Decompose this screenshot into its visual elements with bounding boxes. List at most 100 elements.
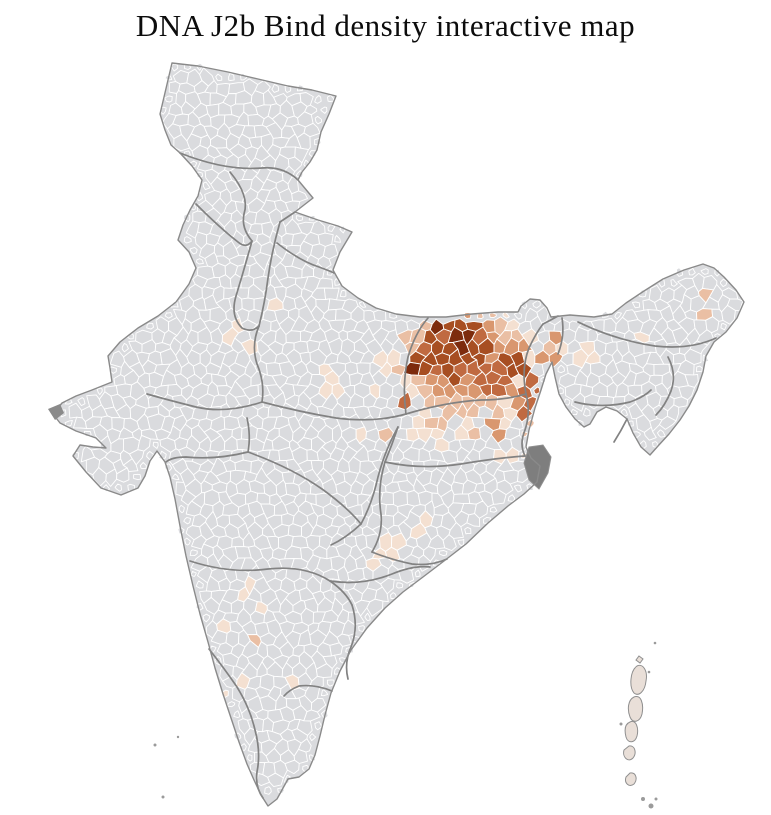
district-cell[interactable] xyxy=(189,246,198,255)
district-cell[interactable] xyxy=(202,613,211,623)
district-cell[interactable] xyxy=(700,268,709,275)
district-cell[interactable] xyxy=(412,414,426,430)
district-cell[interactable] xyxy=(287,523,303,538)
district-cell[interactable] xyxy=(507,494,515,502)
district-cell[interactable] xyxy=(139,461,147,470)
district-cell[interactable] xyxy=(323,287,340,301)
district-cell[interactable] xyxy=(158,450,167,460)
district-cell[interactable] xyxy=(121,342,129,353)
district-cell[interactable] xyxy=(396,582,404,589)
district-cell[interactable] xyxy=(489,506,498,513)
district-cell[interactable] xyxy=(202,181,211,191)
district-cell[interactable] xyxy=(183,236,192,244)
district-cell[interactable] xyxy=(215,73,223,82)
district-cell[interactable] xyxy=(397,568,415,584)
district-cell[interactable] xyxy=(557,364,565,374)
district-cell[interactable] xyxy=(189,549,198,557)
district-cell[interactable] xyxy=(152,441,159,449)
district-cell[interactable] xyxy=(631,301,641,309)
district-cell[interactable] xyxy=(620,408,628,417)
island-district[interactable] xyxy=(627,695,644,722)
district-cell[interactable] xyxy=(452,493,471,505)
district-cell[interactable] xyxy=(233,710,241,719)
district-cell[interactable] xyxy=(329,642,343,657)
district-cell[interactable] xyxy=(267,772,284,788)
district-cell[interactable] xyxy=(463,312,472,320)
district-cell[interactable] xyxy=(379,491,394,506)
district-cell[interactable] xyxy=(513,484,522,493)
district-cell[interactable] xyxy=(466,513,481,527)
district-cell[interactable] xyxy=(228,72,235,81)
district-cell[interactable] xyxy=(184,537,191,546)
district-cell[interactable] xyxy=(96,387,103,396)
island-district[interactable] xyxy=(630,664,647,695)
district-cell[interactable] xyxy=(720,323,727,331)
district-cell[interactable] xyxy=(146,322,154,330)
district-cell[interactable] xyxy=(358,625,365,632)
district-cell[interactable] xyxy=(114,483,123,492)
district-cell[interactable] xyxy=(77,397,86,407)
district-cell[interactable] xyxy=(247,754,253,762)
district-cell[interactable] xyxy=(652,441,658,448)
district-cell[interactable] xyxy=(364,612,371,622)
district-cell[interactable] xyxy=(656,429,666,438)
district-cell[interactable] xyxy=(688,267,696,276)
district-cell[interactable] xyxy=(109,366,117,374)
district-cell[interactable] xyxy=(457,538,465,547)
district-cell[interactable] xyxy=(720,278,728,288)
district-cell[interactable] xyxy=(326,679,335,687)
district-cell[interactable] xyxy=(464,526,472,535)
district-cell[interactable] xyxy=(116,467,130,483)
island-district[interactable] xyxy=(635,655,644,664)
district-cell[interactable] xyxy=(696,365,703,373)
district-cell[interactable] xyxy=(392,490,408,508)
district-cell[interactable] xyxy=(532,300,541,309)
district-cell[interactable] xyxy=(71,451,80,461)
district-cell[interactable] xyxy=(133,473,142,481)
district-cell[interactable] xyxy=(327,224,336,232)
district-cell[interactable] xyxy=(670,279,678,287)
district-cell[interactable] xyxy=(658,415,677,430)
district-cell[interactable] xyxy=(271,83,280,93)
district-cell[interactable] xyxy=(721,304,736,325)
district-cell[interactable] xyxy=(178,504,185,514)
district-cell[interactable] xyxy=(285,330,301,344)
district-cell[interactable] xyxy=(442,534,457,552)
district-cell[interactable] xyxy=(491,488,507,505)
district-cell[interactable] xyxy=(320,689,329,697)
island-district[interactable] xyxy=(624,720,639,743)
district-cell[interactable] xyxy=(196,258,204,265)
district-cell[interactable] xyxy=(172,473,180,480)
district-cell[interactable] xyxy=(582,407,591,417)
district-cell[interactable] xyxy=(308,754,317,762)
district-cell[interactable] xyxy=(309,733,317,742)
island-district[interactable] xyxy=(623,745,636,761)
district-cell[interactable] xyxy=(183,517,192,525)
district-cell[interactable] xyxy=(164,95,173,103)
district-cell[interactable] xyxy=(399,414,414,430)
district-cell[interactable] xyxy=(488,312,497,319)
district-cell[interactable] xyxy=(314,115,323,125)
district-cell[interactable] xyxy=(339,289,347,298)
district-cell[interactable] xyxy=(320,106,328,114)
district-cell[interactable] xyxy=(438,550,448,557)
district-cell[interactable] xyxy=(414,569,421,578)
district-cell[interactable] xyxy=(334,235,341,243)
district-cell[interactable] xyxy=(314,95,322,104)
district-cell[interactable] xyxy=(195,580,204,589)
district-cell[interactable] xyxy=(334,278,341,286)
district-cell[interactable] xyxy=(295,215,304,222)
island-district[interactable] xyxy=(625,772,637,786)
andaman-nicobar-islands[interactable] xyxy=(619,641,658,809)
district-cell[interactable] xyxy=(366,598,384,617)
district-cell[interactable] xyxy=(264,786,272,795)
district-cell[interactable] xyxy=(643,426,657,441)
district-cell[interactable] xyxy=(164,312,173,319)
district-cell[interactable] xyxy=(614,311,622,320)
district-cell[interactable] xyxy=(513,312,523,320)
district-cell[interactable] xyxy=(284,85,292,93)
district-cell[interactable] xyxy=(424,416,440,430)
district-cell[interactable] xyxy=(284,759,300,775)
